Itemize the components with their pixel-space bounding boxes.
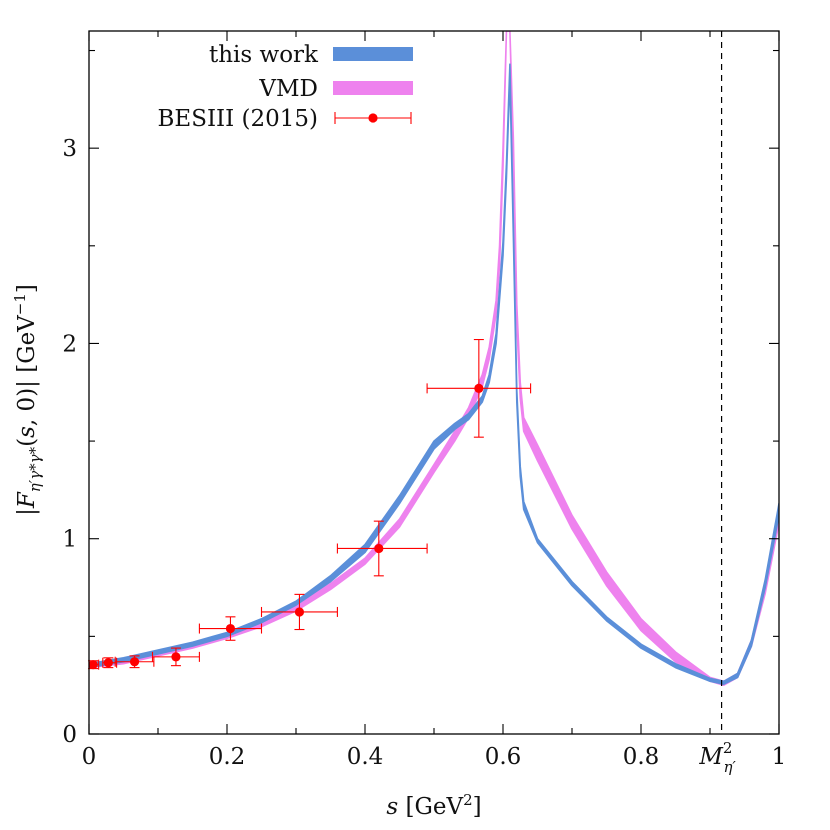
legend-item: this work [209, 42, 413, 68]
x-tick-label-mass: M2 η′ [698, 739, 736, 776]
legend-swatch [333, 47, 413, 61]
plot-frame [88, 30, 780, 735]
bands-layer [89, 31, 779, 686]
data-point [88, 659, 100, 670]
x-axis-label: s [GeV2] [386, 791, 481, 820]
y-tick-label: 1 [62, 527, 77, 553]
legend-label: BESIII (2015) [158, 106, 319, 132]
legend: this work VMD BESIII (2015) [158, 42, 413, 132]
x-tick-label: 1 [772, 744, 787, 770]
legend-item: VMD [258, 76, 413, 102]
x-tick-label: 0.6 [485, 744, 522, 770]
legend-label: this work [209, 42, 319, 68]
x-tick-label: 0 [82, 744, 97, 770]
data-points-layer [88, 338, 532, 670]
legend-swatch [334, 112, 412, 124]
y-tick-label: 0 [62, 722, 77, 748]
legend-item: BESIII (2015) [158, 106, 412, 132]
data-point [102, 657, 118, 669]
band-this-work [89, 63, 779, 685]
band-vmd [89, 31, 779, 686]
y-axis-label: |Fη′γ*γ*(s, 0)| [GeV−1] [11, 284, 44, 516]
legend-label: VMD [258, 76, 318, 102]
data-point [336, 520, 428, 577]
data-point [260, 593, 338, 631]
legend-swatch [333, 81, 413, 95]
data-point [198, 616, 263, 641]
data-point [426, 338, 532, 438]
x-tick-label: 0.4 [347, 744, 384, 770]
axis-ticks-layer [88, 31, 780, 735]
y-tick-label: 2 [62, 331, 77, 357]
x-tick-label: 0.8 [623, 744, 660, 770]
x-tick-label: 0.2 [209, 744, 246, 770]
y-tick-label: 3 [62, 136, 77, 162]
tick-labels-layer: 0 0.2 0.4 0.6 0.8 1 0 1 2 3 M2 η′ [62, 136, 786, 776]
data-point [114, 655, 155, 669]
data-point [151, 647, 200, 667]
